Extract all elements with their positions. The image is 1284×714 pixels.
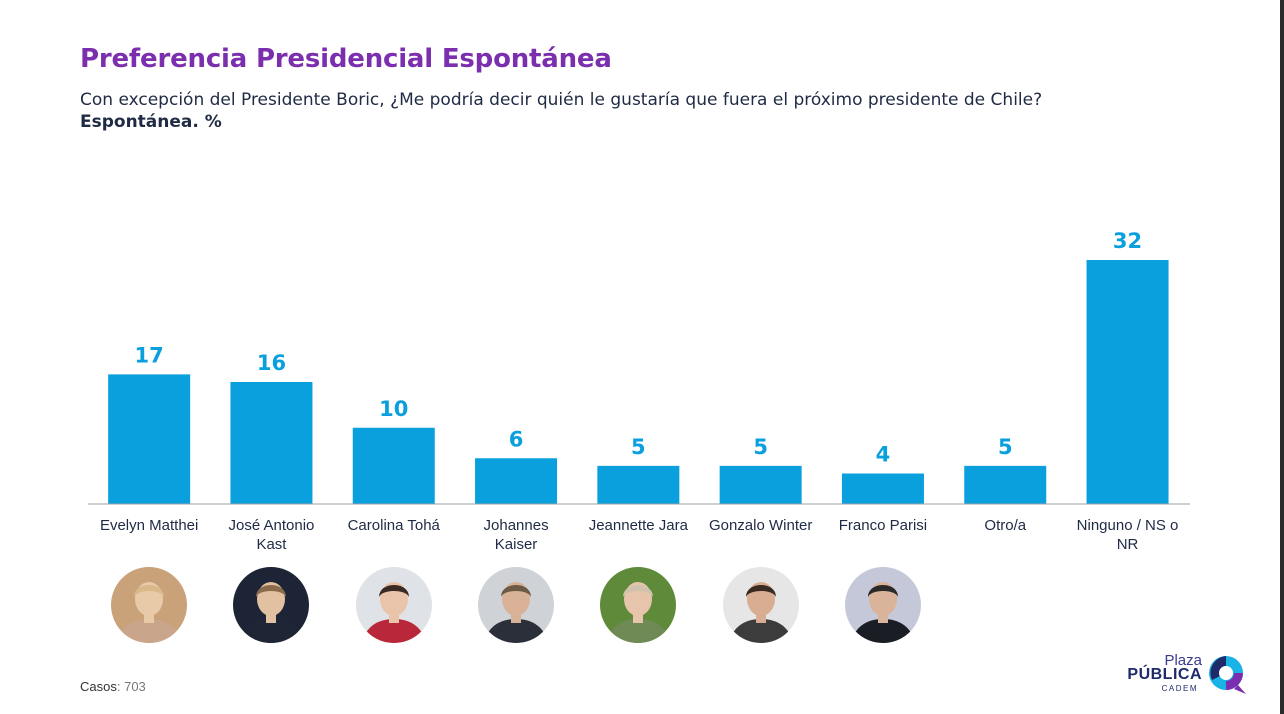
bar	[841, 473, 924, 504]
category-label: Kaiser	[495, 536, 538, 553]
casos-value: : 703	[116, 679, 146, 694]
candidate-photo-icon	[478, 567, 555, 643]
category-label: Gonzalo Winter	[709, 517, 812, 534]
logo-text-publica: PÚBLICA	[1127, 666, 1202, 683]
chart-title: Preferencia Presidencial Espontánea	[80, 44, 612, 74]
speech-bubble-logo-icon	[1209, 656, 1246, 694]
bar	[1086, 260, 1169, 504]
window-edge	[1280, 0, 1284, 714]
bar-chart: 17 Evelyn Matthei 16 José Antonio Kast 10 Caro…	[88, 229, 1190, 553]
bar	[230, 382, 313, 504]
data-label: 16	[257, 351, 286, 375]
plaza-publica-cadem-logo: Plaza PÚBLICA CADEM	[1127, 652, 1248, 696]
category-label: Johannes	[484, 517, 549, 534]
sample-size: Casos: 703	[80, 679, 146, 694]
category-label: NR	[1117, 536, 1139, 553]
bar	[108, 374, 191, 504]
category-label: Jeannette Jara	[589, 517, 689, 534]
logo-text-cadem: CADEM	[1161, 684, 1198, 693]
chart-subtitle: Con excepción del Presidente Boric, ¿Me …	[80, 90, 1043, 110]
candidate-photo-icon	[233, 567, 310, 643]
candidate-photo-icon	[355, 567, 432, 643]
category-label: Kast	[256, 536, 287, 553]
data-label: 5	[753, 435, 768, 459]
candidate-photo-icon	[722, 567, 799, 643]
category-label: Franco Parisi	[839, 517, 927, 534]
candidate-photo-icon	[111, 567, 188, 643]
casos-label: Casos	[80, 679, 117, 694]
data-label: 17	[135, 343, 164, 367]
bar	[352, 427, 435, 504]
category-label: Ninguno / NS o	[1077, 517, 1179, 534]
bar	[597, 465, 680, 504]
data-label: 4	[876, 443, 891, 467]
category-label: José Antonio	[228, 517, 314, 534]
bar	[719, 465, 802, 504]
data-label: 5	[631, 435, 646, 459]
candidate-photo-icon	[600, 567, 677, 643]
unit-label: Espontánea. %	[80, 112, 222, 132]
bar	[964, 465, 1047, 504]
category-label: Evelyn Matthei	[100, 517, 198, 534]
logo-text-plaza: Plaza	[1164, 652, 1202, 669]
candidate-photo-icon	[844, 567, 921, 643]
data-label: 10	[379, 397, 408, 421]
bar	[475, 458, 558, 504]
data-label: 32	[1113, 229, 1142, 253]
data-label: 6	[509, 427, 524, 451]
data-label: 5	[998, 435, 1013, 459]
category-label: Otro/a	[984, 517, 1026, 534]
category-label: Carolina Tohá	[348, 517, 441, 534]
